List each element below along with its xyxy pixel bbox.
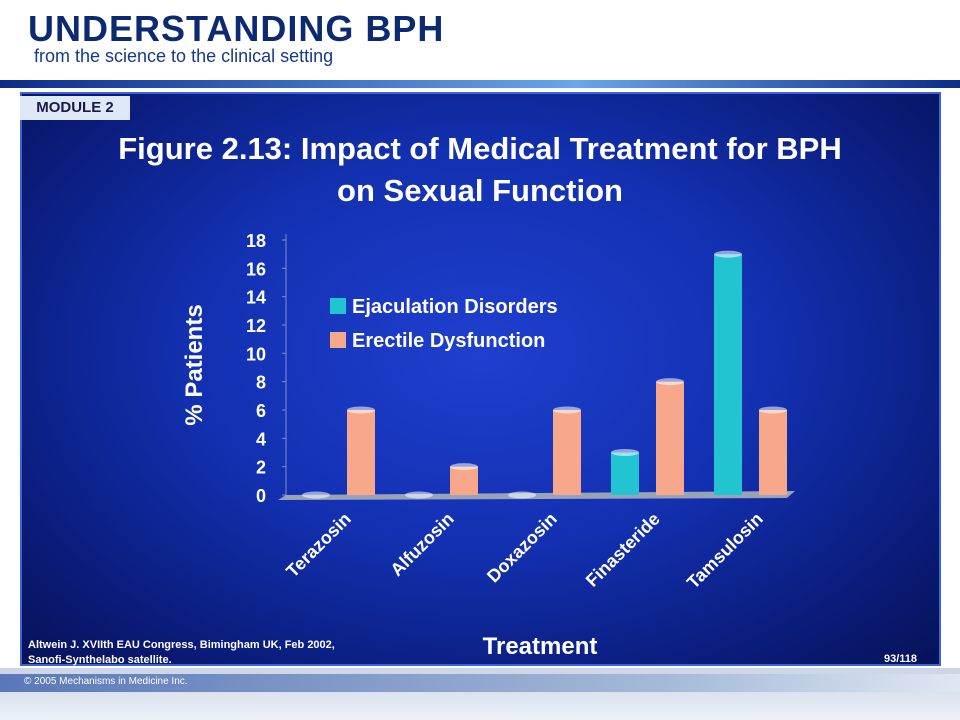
x-tick-label: Doxazosin (483, 509, 561, 587)
bar-erectile (656, 381, 684, 495)
y-tick-label: 2 (256, 458, 266, 478)
module-tab: MODULE 2 (20, 96, 130, 120)
legend-label: Ejaculation Disorders (352, 296, 558, 318)
bar-cap (450, 463, 478, 471)
legend-label: Erectile Dysfunction (352, 330, 545, 352)
y-tick-label: 18 (246, 231, 266, 251)
figure-title-line1: Figure 2.13: Impact of Medical Treatment… (118, 131, 842, 166)
x-axis-label: Treatment (483, 633, 598, 660)
bar-ejaculation (714, 254, 742, 495)
footer-strip (0, 674, 960, 692)
source-line1: Altwein J. XVIIth EAU Congress, Bimingha… (28, 639, 335, 651)
figure-title: Figure 2.13: Impact of Medical Treatment… (40, 128, 920, 212)
chart-bars (302, 250, 787, 499)
source-citation: Altwein J. XVIIth EAU Congress, Bimingha… (28, 638, 335, 668)
source-line2: Sanofi-Synthelabo satellite. (28, 654, 172, 666)
figure-title-line2: on Sexual Function (337, 173, 623, 208)
x-tick-label: Tamsulosin (683, 509, 767, 593)
y-tick-label: 8 (256, 373, 266, 393)
brand-tagline: from the science to the clinical setting (34, 46, 334, 66)
slide-panel (20, 92, 941, 666)
bar-ejaculation (611, 452, 639, 495)
bar-erectile (450, 466, 478, 495)
brand-title: UNDERSTANDING BPH (28, 8, 445, 49)
y-tick-label: 4 (256, 429, 266, 449)
bar-cap (611, 449, 639, 456)
header-divider (0, 80, 960, 88)
y-axis-label: % Patients (181, 304, 208, 425)
chart-legend: Ejaculation Disorders Erectile Dysfunctio… (330, 296, 558, 352)
legend-swatch (330, 298, 346, 314)
page-number: 93/118 (884, 653, 918, 665)
bar-cap (405, 491, 433, 499)
bar-cap (553, 406, 581, 414)
y-tick-label: 14 (246, 288, 266, 308)
y-tick-label: 10 (246, 344, 266, 364)
x-tick-label: Alfuzosin (386, 509, 457, 580)
legend-swatch (330, 332, 346, 348)
bar-erectile (347, 410, 375, 495)
bar-erectile (553, 410, 581, 495)
bar-erectile (759, 410, 787, 495)
header: UNDERSTANDING BPH from the science to th… (0, 0, 960, 92)
y-tick-label: 6 (256, 401, 266, 421)
copyright: © 2005 Mechanisms in Medicine Inc. (24, 676, 188, 687)
bar-cap (302, 491, 330, 499)
y-tick-label: 0 (256, 486, 266, 506)
y-tick-label: 12 (246, 316, 266, 336)
y-tick-label: 16 (246, 259, 266, 279)
x-tick-label: Terazosin (282, 509, 355, 582)
x-tick-label: Finasteride (582, 509, 664, 591)
bar-cap (508, 491, 536, 499)
bar-cap (656, 378, 684, 386)
bar-cap (714, 250, 742, 258)
bar-cap (759, 406, 787, 414)
bar-cap (347, 406, 375, 414)
